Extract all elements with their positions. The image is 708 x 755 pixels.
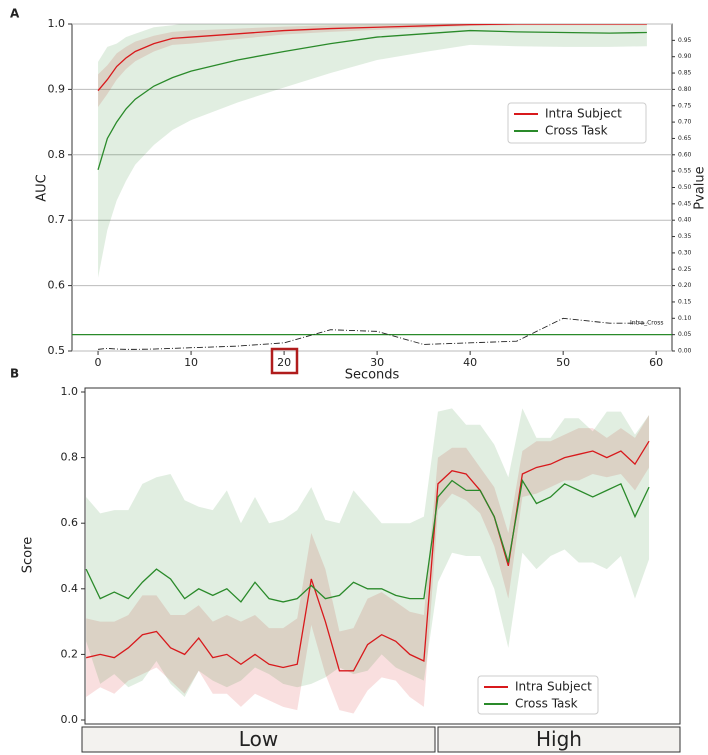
legend-label: Intra Subject [545,107,622,121]
y-tick-label: 0.4 [61,582,79,595]
y-axis-label: Score [21,537,36,573]
y-tick-label: 0.8 [61,451,79,464]
y2-tick-label: 0.25 [678,266,692,273]
series-line [85,440,650,672]
y-tick-label: 0.7 [48,213,66,226]
y2-tick-label: 0.00 [678,348,692,355]
x-tick-label: 50 [556,356,570,369]
series-line [85,478,650,603]
y2-tick-label: 0.60 [678,151,692,158]
y2-tick-label: 0.20 [678,282,692,289]
y-tick-label: 0.5 [48,344,66,357]
error-band [98,24,647,278]
group-label: High [536,727,582,751]
panel-label: A [10,7,20,21]
y-tick-label: 0.6 [48,279,66,292]
y2-tick-label: 0.80 [678,86,692,93]
y2-tick-label: 0.90 [678,53,692,60]
legend-box [507,102,647,144]
y-tick-label: 0.0 [61,713,79,726]
legend-label: Intra Subject [515,680,592,694]
y-tick-label: 0.9 [48,82,66,95]
panel-label: B [10,367,19,381]
y2-tick-label: 0.85 [678,70,692,77]
group-box [437,726,681,753]
y2-tick-label: 0.50 [678,184,692,191]
x-tick-label: 10 [184,356,198,369]
y2-tick-label: 0.65 [678,135,692,142]
annotation: Intra_Cross [630,320,664,327]
y2-tick-label: 0.45 [678,200,692,207]
y-tick-label: 0.2 [61,647,79,660]
group-label: Low [239,727,278,751]
error-band [86,408,650,698]
x-axis-label: Seconds [345,368,400,383]
y2-tick-label: 0.35 [678,233,692,240]
x-tick-label: 60 [649,356,663,369]
x-tick-label: 20 [277,356,291,369]
legend-label: Cross Task [545,124,608,138]
series-line [97,24,647,92]
y-axis-label: AUC [35,174,50,202]
x-tick-label: 0 [95,356,102,369]
pvalue-line [97,317,647,350]
y-tick-label: 0.8 [48,148,66,161]
y-tick-label: 1.0 [48,17,66,30]
group-box [81,726,436,753]
plot-frame [84,387,681,725]
y2-tick-label: 0.30 [678,249,692,256]
y-tick-label: 1.0 [61,385,79,398]
x-tick-label: 40 [463,356,477,369]
y2-axis-label: Pvalue [693,166,708,209]
y-tick-label: 0.6 [61,516,79,529]
series-line [97,29,647,171]
y2-tick-label: 0.55 [678,168,692,175]
y2-tick-label: 0.70 [678,119,692,126]
y2-tick-label: 0.05 [678,331,692,338]
x-tick-label: 30 [370,356,384,369]
error-band [86,414,650,714]
highlight-box [270,347,299,375]
y2-tick-label: 0.15 [678,298,692,305]
legend-label: Cross Task [515,697,578,711]
y2-tick-label: 0.10 [678,315,692,322]
y2-tick-label: 0.75 [678,102,692,109]
y2-tick-label: 0.40 [678,217,692,224]
y2-tick-label: 0.95 [678,37,692,44]
